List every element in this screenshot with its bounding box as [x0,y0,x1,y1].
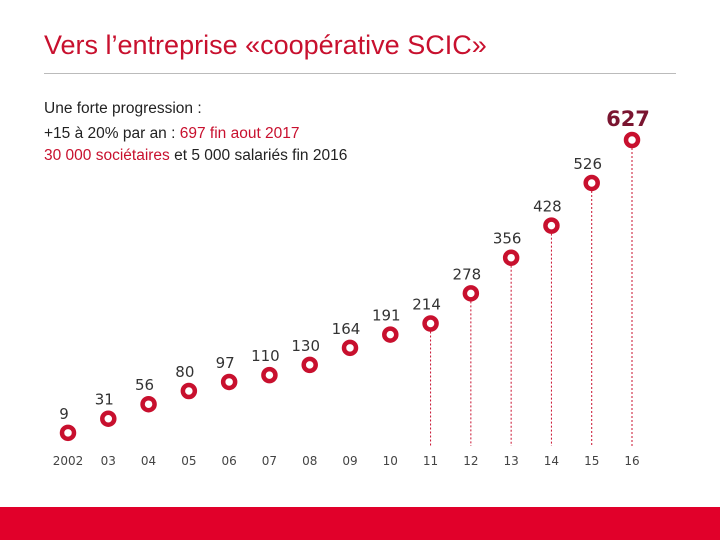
year-label-05: 05 [181,454,196,468]
year-label-09: 09 [342,454,357,468]
value-label-14: 428 [533,198,562,216]
data-point-05 [180,382,198,400]
value-label-05: 80 [175,363,194,381]
value-label-06: 97 [216,354,235,372]
value-label-03: 31 [95,391,114,409]
value-label-12: 278 [453,265,482,283]
value-label-09: 164 [332,320,361,338]
growth-rate-text: +15 à 20% par an : [44,125,180,142]
data-point-14 [543,217,560,234]
year-label-06: 06 [222,454,237,468]
data-point-04 [140,395,157,413]
data-point-09 [341,339,359,357]
employees-text: et 5 000 salariés fin 2016 [169,147,348,164]
year-label-12: 12 [463,454,478,468]
august-2017-count: 697 fin aout 2017 [179,125,300,142]
data-point-08 [301,356,318,374]
data-point-10 [382,326,399,343]
value-label-08: 130 [291,337,320,355]
year-label-04: 04 [141,454,156,468]
value-label-10: 191 [372,307,401,325]
members-count: 30 000 sociétaires [44,147,170,164]
year-label-03: 03 [101,454,116,468]
value-label-11: 214 [412,296,441,314]
value-label-15: 526 [573,155,602,173]
year-label-13: 13 [504,454,519,468]
data-point-16 [623,131,641,149]
data-point-07 [261,366,278,384]
data-point-13 [502,249,520,266]
data-point-12 [462,285,480,302]
data-point-15 [583,174,600,192]
value-label-2002: 9 [59,405,69,423]
year-label-16: 16 [624,454,639,468]
year-label-11: 11 [423,454,438,468]
title-divider [44,73,676,74]
year-label-2002: 2002 [53,454,84,468]
value-label-13: 356 [493,230,522,248]
year-label-15: 15 [584,454,599,468]
data-point-06 [220,373,238,391]
year-label-14: 14 [544,454,559,468]
year-label-10: 10 [383,454,398,468]
year-label-07: 07 [262,454,277,468]
subtitle-line-3: 30 000 sociétaires et 5 000 salariés fin… [44,147,347,165]
data-point-11 [422,315,439,332]
data-point-2002 [59,424,77,442]
subtitle-line-2: +15 à 20% par an : 697 fin aout 2017 [44,125,300,143]
year-label-08: 08 [302,454,317,468]
page-title: Vers l’entreprise «coopérative SCIC» [44,30,487,60]
value-label-16: 627 [606,107,650,131]
value-label-07: 110 [251,347,280,365]
subtitle-line-1: Une forte progression : [44,100,202,117]
data-point-03 [100,410,117,427]
value-label-04: 56 [135,376,154,394]
footer-band [0,507,720,540]
